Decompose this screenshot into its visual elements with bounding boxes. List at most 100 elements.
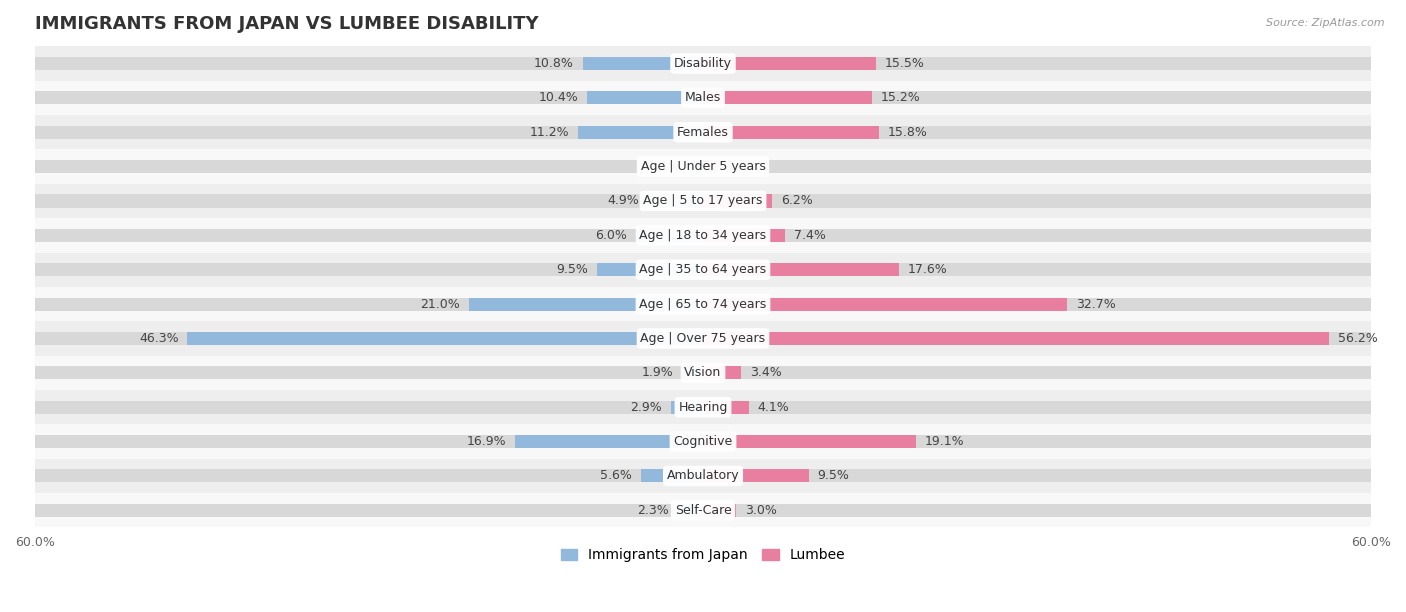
Text: Hearing: Hearing <box>678 401 728 414</box>
Bar <box>703 125 1371 139</box>
Bar <box>35 287 1371 321</box>
Bar <box>678 504 703 517</box>
Text: 1.3%: 1.3% <box>727 160 758 173</box>
Bar <box>703 297 1067 311</box>
Text: 4.9%: 4.9% <box>607 195 640 207</box>
Bar <box>35 459 1371 493</box>
Text: 1.1%: 1.1% <box>650 160 682 173</box>
Bar <box>703 57 1371 70</box>
Bar <box>682 367 703 379</box>
Text: Ambulatory: Ambulatory <box>666 469 740 482</box>
Bar <box>35 184 1371 218</box>
Text: 10.4%: 10.4% <box>538 91 578 105</box>
Text: 2.9%: 2.9% <box>630 401 662 414</box>
Bar <box>703 91 872 105</box>
Bar <box>35 149 1371 184</box>
Bar <box>35 390 1371 424</box>
Text: Source: ZipAtlas.com: Source: ZipAtlas.com <box>1267 18 1385 28</box>
Bar <box>578 125 703 139</box>
Bar <box>35 297 703 311</box>
Bar <box>35 321 1371 356</box>
Text: Disability: Disability <box>673 57 733 70</box>
Text: 16.9%: 16.9% <box>467 435 506 448</box>
Bar <box>703 263 1371 276</box>
Text: 9.5%: 9.5% <box>818 469 849 482</box>
Bar <box>35 115 1371 149</box>
Text: Age | Over 75 years: Age | Over 75 years <box>641 332 765 345</box>
Text: Age | 18 to 34 years: Age | 18 to 34 years <box>640 229 766 242</box>
Text: Vision: Vision <box>685 367 721 379</box>
Bar <box>703 229 786 242</box>
Text: 3.0%: 3.0% <box>745 504 778 517</box>
Bar <box>598 263 703 276</box>
Text: Age | 5 to 17 years: Age | 5 to 17 years <box>644 195 762 207</box>
Bar <box>35 367 703 379</box>
Bar <box>703 401 1371 414</box>
Bar <box>35 424 1371 459</box>
Bar <box>671 401 703 414</box>
Bar <box>703 504 1371 517</box>
Bar <box>703 469 808 482</box>
Text: 6.2%: 6.2% <box>780 195 813 207</box>
Bar <box>35 229 703 242</box>
Text: 32.7%: 32.7% <box>1076 297 1116 311</box>
Text: Age | 35 to 64 years: Age | 35 to 64 years <box>640 263 766 276</box>
Bar <box>35 493 1371 528</box>
Bar <box>35 91 703 105</box>
Bar <box>703 263 898 276</box>
Text: IMMIGRANTS FROM JAPAN VS LUMBEE DISABILITY: IMMIGRANTS FROM JAPAN VS LUMBEE DISABILI… <box>35 15 538 33</box>
Text: 15.5%: 15.5% <box>884 57 924 70</box>
Text: Cognitive: Cognitive <box>673 435 733 448</box>
Text: 7.4%: 7.4% <box>794 229 827 242</box>
Text: 15.8%: 15.8% <box>887 125 928 139</box>
Bar <box>35 504 703 517</box>
Bar <box>703 332 1329 345</box>
Bar <box>703 367 741 379</box>
Bar <box>703 401 748 414</box>
Bar <box>35 218 1371 253</box>
Text: 5.6%: 5.6% <box>600 469 631 482</box>
Text: 56.2%: 56.2% <box>1337 332 1378 345</box>
Bar <box>35 253 1371 287</box>
Bar <box>515 435 703 448</box>
Text: 3.4%: 3.4% <box>749 367 782 379</box>
Bar <box>703 195 1371 207</box>
Text: 19.1%: 19.1% <box>925 435 965 448</box>
Bar <box>35 195 703 207</box>
Bar <box>703 367 1371 379</box>
Bar <box>35 160 703 173</box>
Text: Females: Females <box>678 125 728 139</box>
Bar <box>703 297 1371 311</box>
Bar <box>703 229 1371 242</box>
Bar <box>703 332 1371 345</box>
Bar <box>35 332 703 345</box>
Bar <box>648 195 703 207</box>
Bar <box>690 160 703 173</box>
Bar <box>641 469 703 482</box>
Bar <box>636 229 703 242</box>
Legend: Immigrants from Japan, Lumbee: Immigrants from Japan, Lumbee <box>555 543 851 568</box>
Text: Age | Under 5 years: Age | Under 5 years <box>641 160 765 173</box>
Text: 2.3%: 2.3% <box>637 504 668 517</box>
Text: 21.0%: 21.0% <box>420 297 460 311</box>
Bar <box>35 47 1371 81</box>
Bar <box>470 297 703 311</box>
Bar <box>703 469 1371 482</box>
Bar <box>703 57 876 70</box>
Text: Self-Care: Self-Care <box>675 504 731 517</box>
Bar <box>703 435 1371 448</box>
Text: 17.6%: 17.6% <box>908 263 948 276</box>
Text: 6.0%: 6.0% <box>595 229 627 242</box>
Text: 1.9%: 1.9% <box>641 367 673 379</box>
Text: 15.2%: 15.2% <box>882 91 921 105</box>
Bar <box>703 160 1371 173</box>
Bar <box>588 91 703 105</box>
Bar <box>35 81 1371 115</box>
Bar <box>35 263 703 276</box>
Bar <box>703 125 879 139</box>
Bar <box>35 125 703 139</box>
Bar <box>35 401 703 414</box>
Text: 10.8%: 10.8% <box>534 57 574 70</box>
Text: 9.5%: 9.5% <box>557 263 588 276</box>
Bar <box>35 469 703 482</box>
